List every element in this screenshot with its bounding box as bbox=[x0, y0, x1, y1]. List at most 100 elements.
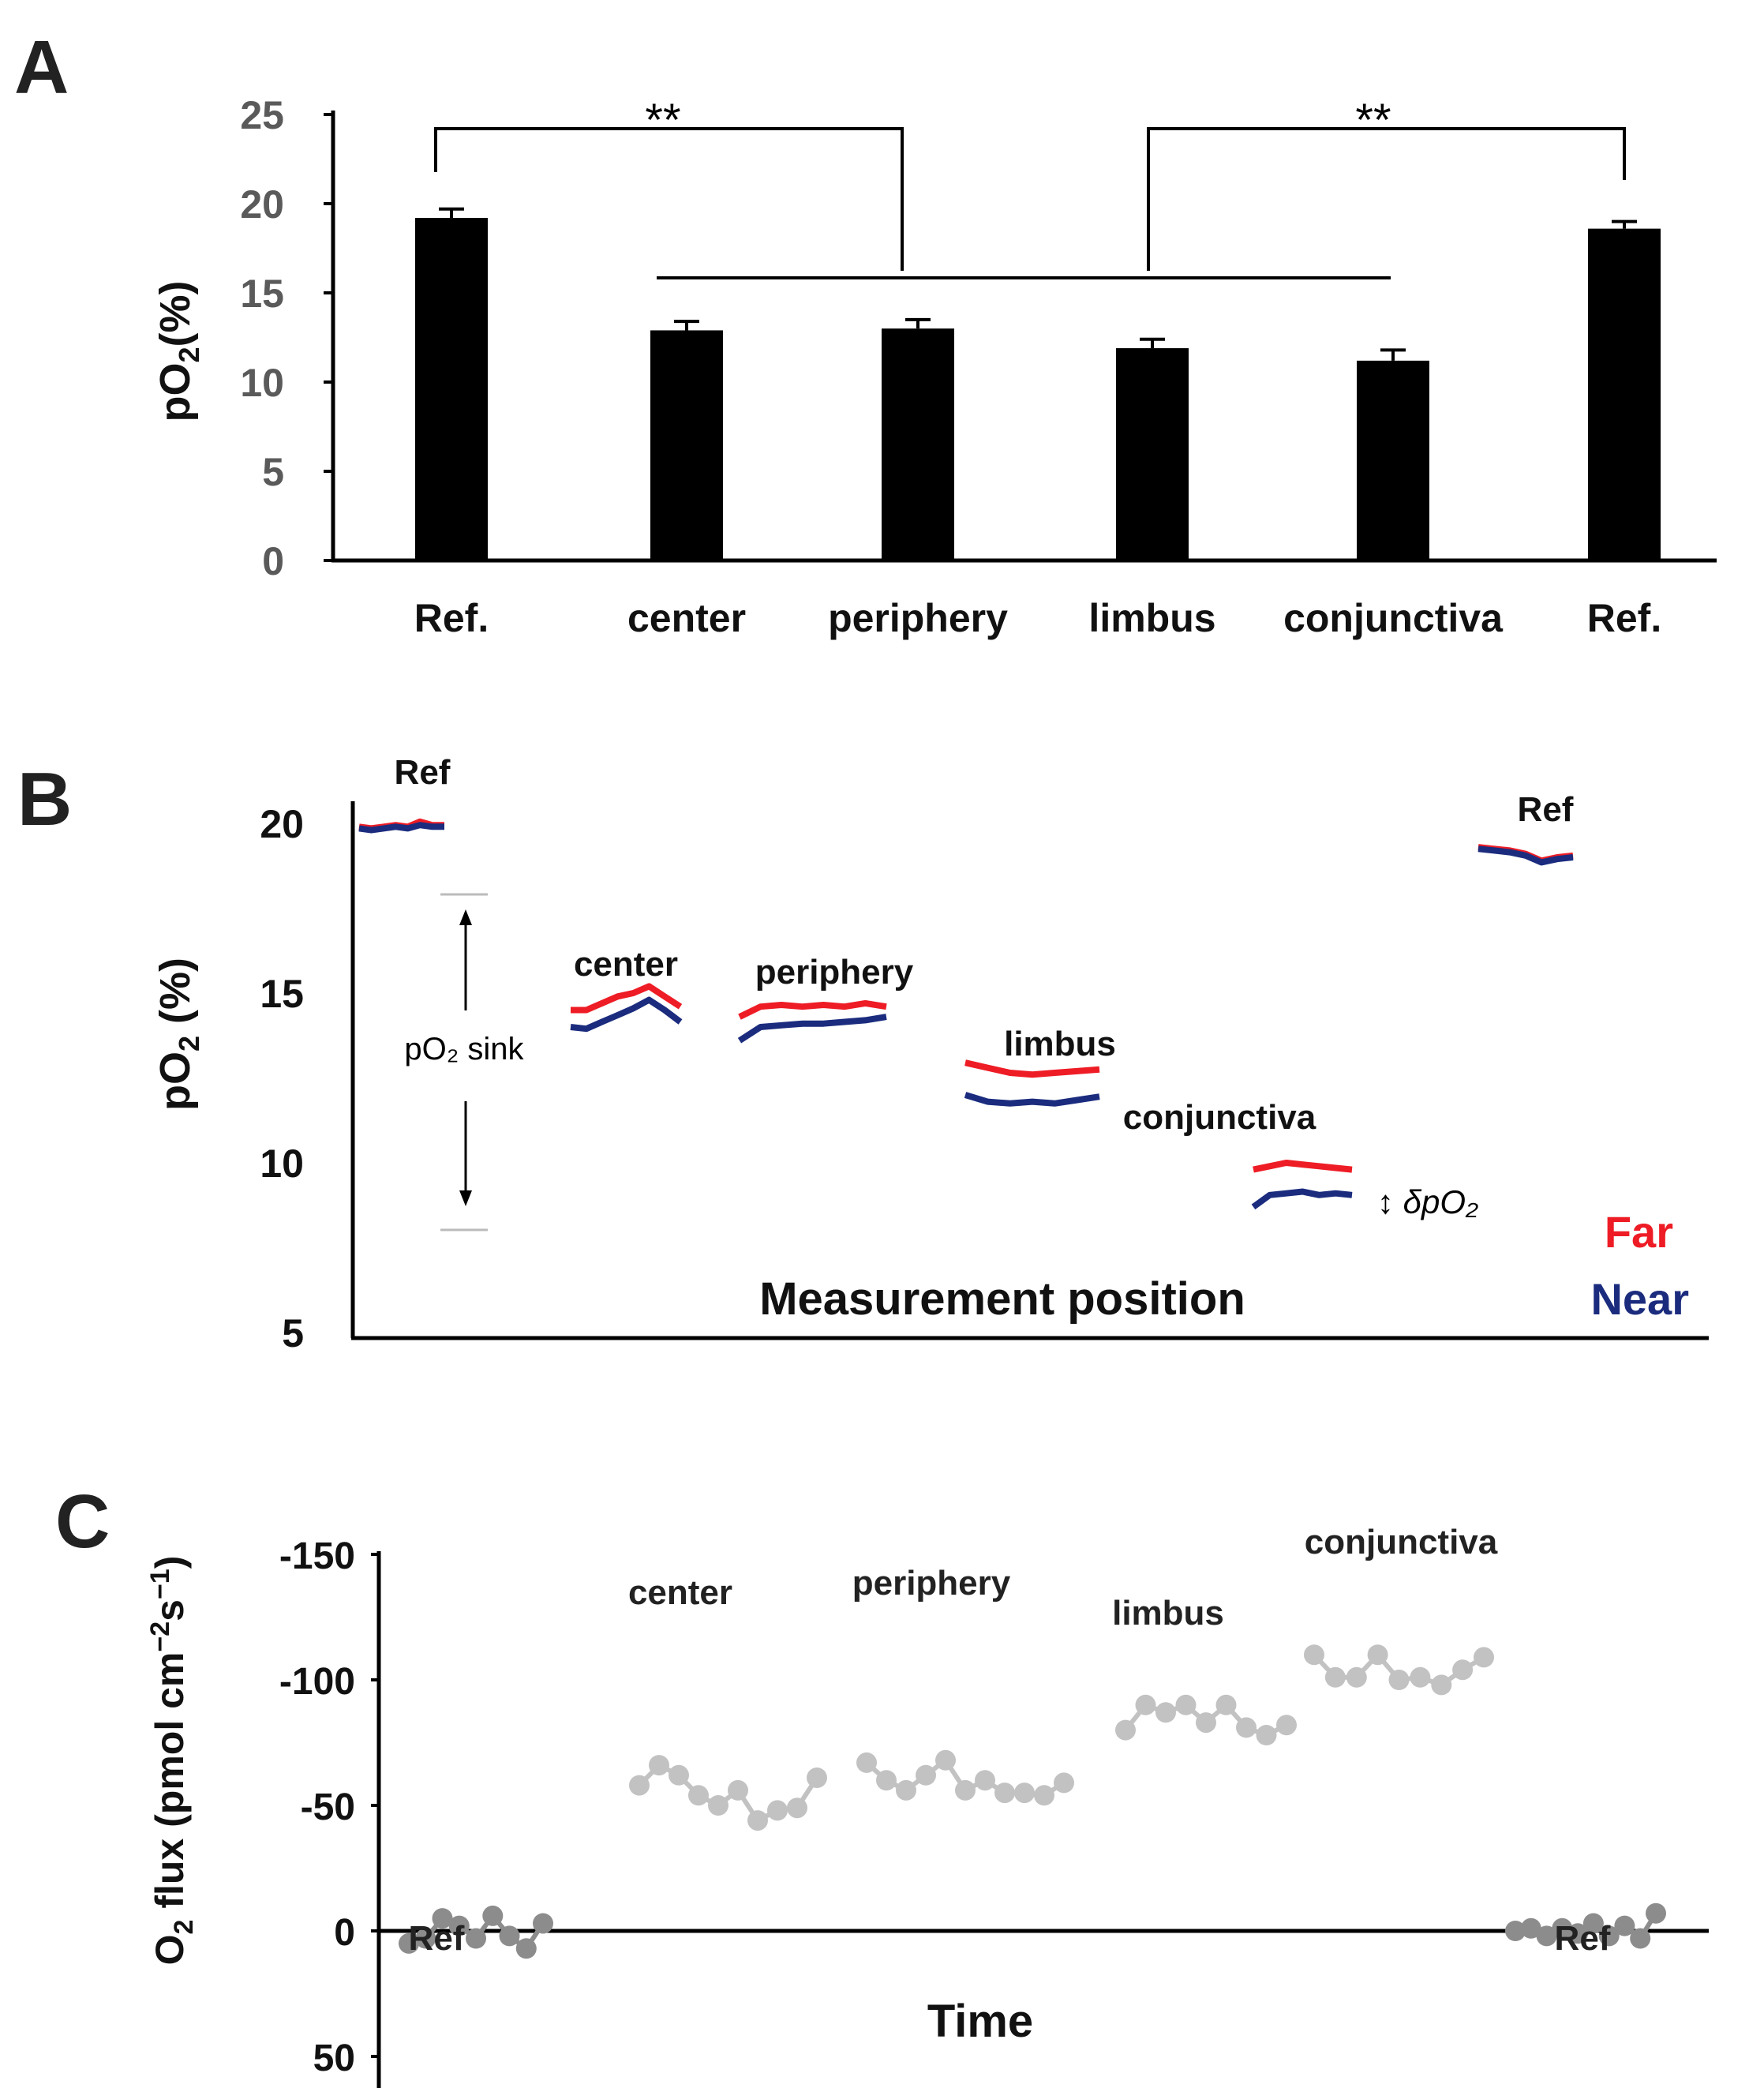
legend-far: Far bbox=[1605, 1207, 1673, 1257]
flux-point bbox=[1567, 1923, 1589, 1944]
panel-a-y-tick-label: 0 bbox=[262, 539, 284, 583]
panel-b-ylabel-sub: 2 bbox=[173, 1036, 205, 1051]
bar-limbus bbox=[1116, 348, 1189, 560]
segment-label: Ref bbox=[1518, 790, 1574, 829]
panel-b-y-tick-label: 5 bbox=[282, 1311, 304, 1355]
flux-point bbox=[466, 1928, 486, 1949]
flux-point bbox=[916, 1764, 936, 1786]
panel-a-y-tick-label: 10 bbox=[240, 361, 284, 405]
flux-point bbox=[1388, 1670, 1410, 1690]
segment-label: periphery bbox=[755, 953, 914, 992]
flux-segment-label: periphery bbox=[852, 1564, 1011, 1603]
flux-segment-label: limbus bbox=[1112, 1594, 1224, 1633]
delta-po2-label: ↕ δpO₂ bbox=[1377, 1183, 1478, 1220]
near-trace bbox=[358, 822, 444, 834]
flux-point bbox=[515, 1938, 537, 1959]
flux-point bbox=[1256, 1725, 1277, 1745]
flux-point bbox=[1367, 1644, 1388, 1666]
panel-c-ylabel-sup1: −2 bbox=[145, 1621, 175, 1652]
panel-a-y-tick-label: 25 bbox=[240, 93, 284, 137]
category-label: conjunctiva bbox=[1283, 596, 1504, 640]
flux-point bbox=[1598, 1925, 1620, 1947]
flux-point bbox=[807, 1767, 827, 1788]
panel-c-xlabel: Time bbox=[927, 1996, 1033, 2047]
panel-a-ylabel: pO2(%) bbox=[152, 280, 205, 422]
bracket-right bbox=[1147, 127, 1626, 271]
flux-point bbox=[975, 1770, 995, 1791]
flux-point bbox=[1175, 1694, 1197, 1715]
panel-b-y-tick-label: 20 bbox=[260, 802, 304, 846]
flux-point bbox=[1236, 1717, 1257, 1738]
flux-segment-label: center bbox=[628, 1573, 732, 1612]
trace-group-conjunctiva bbox=[1251, 1160, 1353, 1210]
far-trace bbox=[1253, 1160, 1353, 1173]
flux-point bbox=[1346, 1666, 1367, 1688]
flux-point bbox=[669, 1764, 689, 1786]
panel-b-ylabel: pO2 (%) bbox=[152, 958, 205, 1111]
segment-label: Ref bbox=[395, 753, 451, 792]
flux-point bbox=[856, 1752, 877, 1773]
flux-series-conjunctiva bbox=[1304, 1644, 1494, 1696]
flux-series-ref bbox=[1505, 1902, 1666, 1949]
bar-center bbox=[650, 330, 723, 560]
panel-b-y-tick-label: 10 bbox=[260, 1141, 304, 1186]
flux-point bbox=[649, 1755, 669, 1776]
trace-group-ref bbox=[358, 818, 444, 834]
flux-series-ref bbox=[399, 1905, 553, 1959]
segment-label: center bbox=[574, 945, 678, 984]
flux-point bbox=[1410, 1666, 1431, 1688]
panel-a-letter: A bbox=[14, 25, 69, 110]
flux-point bbox=[728, 1779, 748, 1801]
flux-point bbox=[1155, 1702, 1176, 1723]
flux-point bbox=[415, 1928, 436, 1949]
bar-periphery bbox=[882, 328, 954, 560]
category-label: center bbox=[627, 596, 746, 640]
panel-c-ylabel-sup2: −1 bbox=[145, 1569, 175, 1599]
flux-point bbox=[629, 1775, 650, 1796]
category-label: Ref. bbox=[1587, 596, 1661, 640]
flux-series-limbus bbox=[1115, 1694, 1297, 1745]
flux-point bbox=[994, 1782, 1015, 1804]
flux-point bbox=[1014, 1782, 1035, 1804]
flux-point bbox=[1630, 1928, 1651, 1949]
sink-label: pO₂ sink bbox=[404, 1032, 524, 1066]
far-trace bbox=[571, 983, 683, 1014]
panel-b-xlabel: Measurement position bbox=[759, 1273, 1245, 1325]
flux-point bbox=[1505, 1921, 1526, 1941]
flux-point bbox=[499, 1925, 520, 1947]
flux-point bbox=[876, 1770, 897, 1791]
flux-point bbox=[1552, 1917, 1573, 1939]
flux-point bbox=[432, 1908, 453, 1929]
panel-a-ylabel-main: pO bbox=[152, 363, 199, 422]
trace-group-periphery bbox=[737, 999, 887, 1044]
flux-point bbox=[1536, 1925, 1557, 1947]
po2-sink-annotation: pO₂ sink bbox=[404, 893, 525, 1231]
flux-point bbox=[1582, 1913, 1604, 1934]
panel-c-ylabel-o: O bbox=[148, 1934, 192, 1965]
far-trace bbox=[738, 999, 887, 1020]
panel-c-y-tick-label: 50 bbox=[313, 2037, 355, 2079]
flux-point bbox=[1276, 1715, 1297, 1736]
flux-point bbox=[1474, 1647, 1494, 1668]
near-trace bbox=[570, 996, 683, 1033]
panel-b-ylabel-main: pO bbox=[152, 1051, 199, 1111]
legend-near: Near bbox=[1590, 1274, 1689, 1324]
panel-c-ylabel-s: s bbox=[148, 1599, 192, 1621]
panel-b-letter: B bbox=[17, 757, 72, 842]
panel-a-y-tick-label: 15 bbox=[240, 272, 284, 316]
panel-a-y-tick-label: 5 bbox=[262, 450, 284, 494]
trace-group-limbus bbox=[964, 1059, 1100, 1107]
flux-point bbox=[1520, 1917, 1541, 1939]
trace-group-ref bbox=[1477, 844, 1574, 866]
flux-point bbox=[1135, 1694, 1156, 1715]
category-label: Ref. bbox=[414, 596, 489, 640]
flux-point bbox=[399, 1932, 419, 1954]
bracket-left bbox=[434, 127, 904, 271]
panel-a-ylabel-end: (%) bbox=[152, 280, 199, 347]
flux-point bbox=[708, 1795, 728, 1816]
flux-series-center bbox=[629, 1755, 827, 1831]
significance-stars-left: ** bbox=[645, 95, 680, 146]
panel-b-y-tick-label: 15 bbox=[260, 972, 304, 1016]
trace-group-center bbox=[570, 983, 683, 1033]
